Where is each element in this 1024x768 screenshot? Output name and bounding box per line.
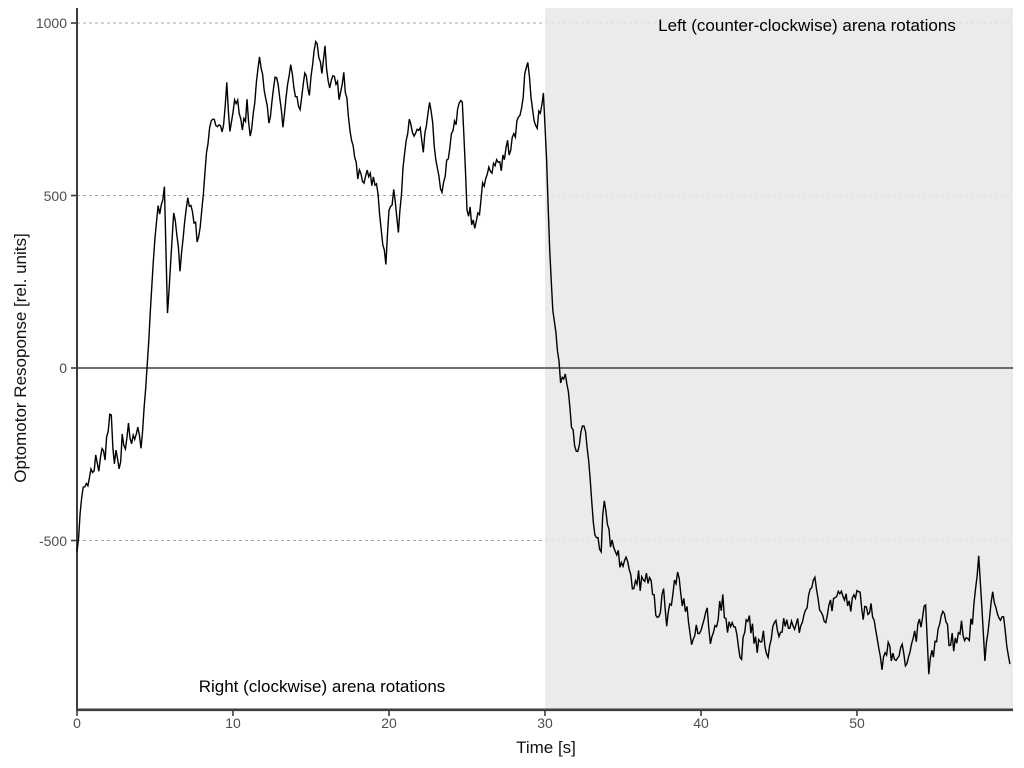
x-tick-label: 0 bbox=[73, 715, 81, 731]
x-axis-title: Time [s] bbox=[516, 738, 576, 757]
y-tick-label: 0 bbox=[59, 360, 67, 376]
y-tick-label: -500 bbox=[38, 532, 67, 549]
x-tick-label: 50 bbox=[849, 715, 865, 731]
y-tick-label: 1000 bbox=[35, 15, 67, 31]
response-trace bbox=[76, 39, 1011, 675]
right-cw-region-label: Right (clockwise) arena rotations bbox=[198, 677, 446, 696]
x-tick-label: 40 bbox=[693, 715, 709, 731]
y-axis-title: Optomotor Resoponse [rel. units] bbox=[11, 233, 30, 483]
x-tick-label: 10 bbox=[225, 715, 241, 731]
ccw-shaded-region bbox=[545, 8, 1013, 709]
x-tick-label: 20 bbox=[381, 715, 397, 731]
left-ccw-region-label: Left (counter-clockwise) arena rotations bbox=[658, 16, 956, 35]
y-tick-label: 500 bbox=[43, 187, 67, 204]
x-tick-label: 30 bbox=[537, 715, 553, 731]
